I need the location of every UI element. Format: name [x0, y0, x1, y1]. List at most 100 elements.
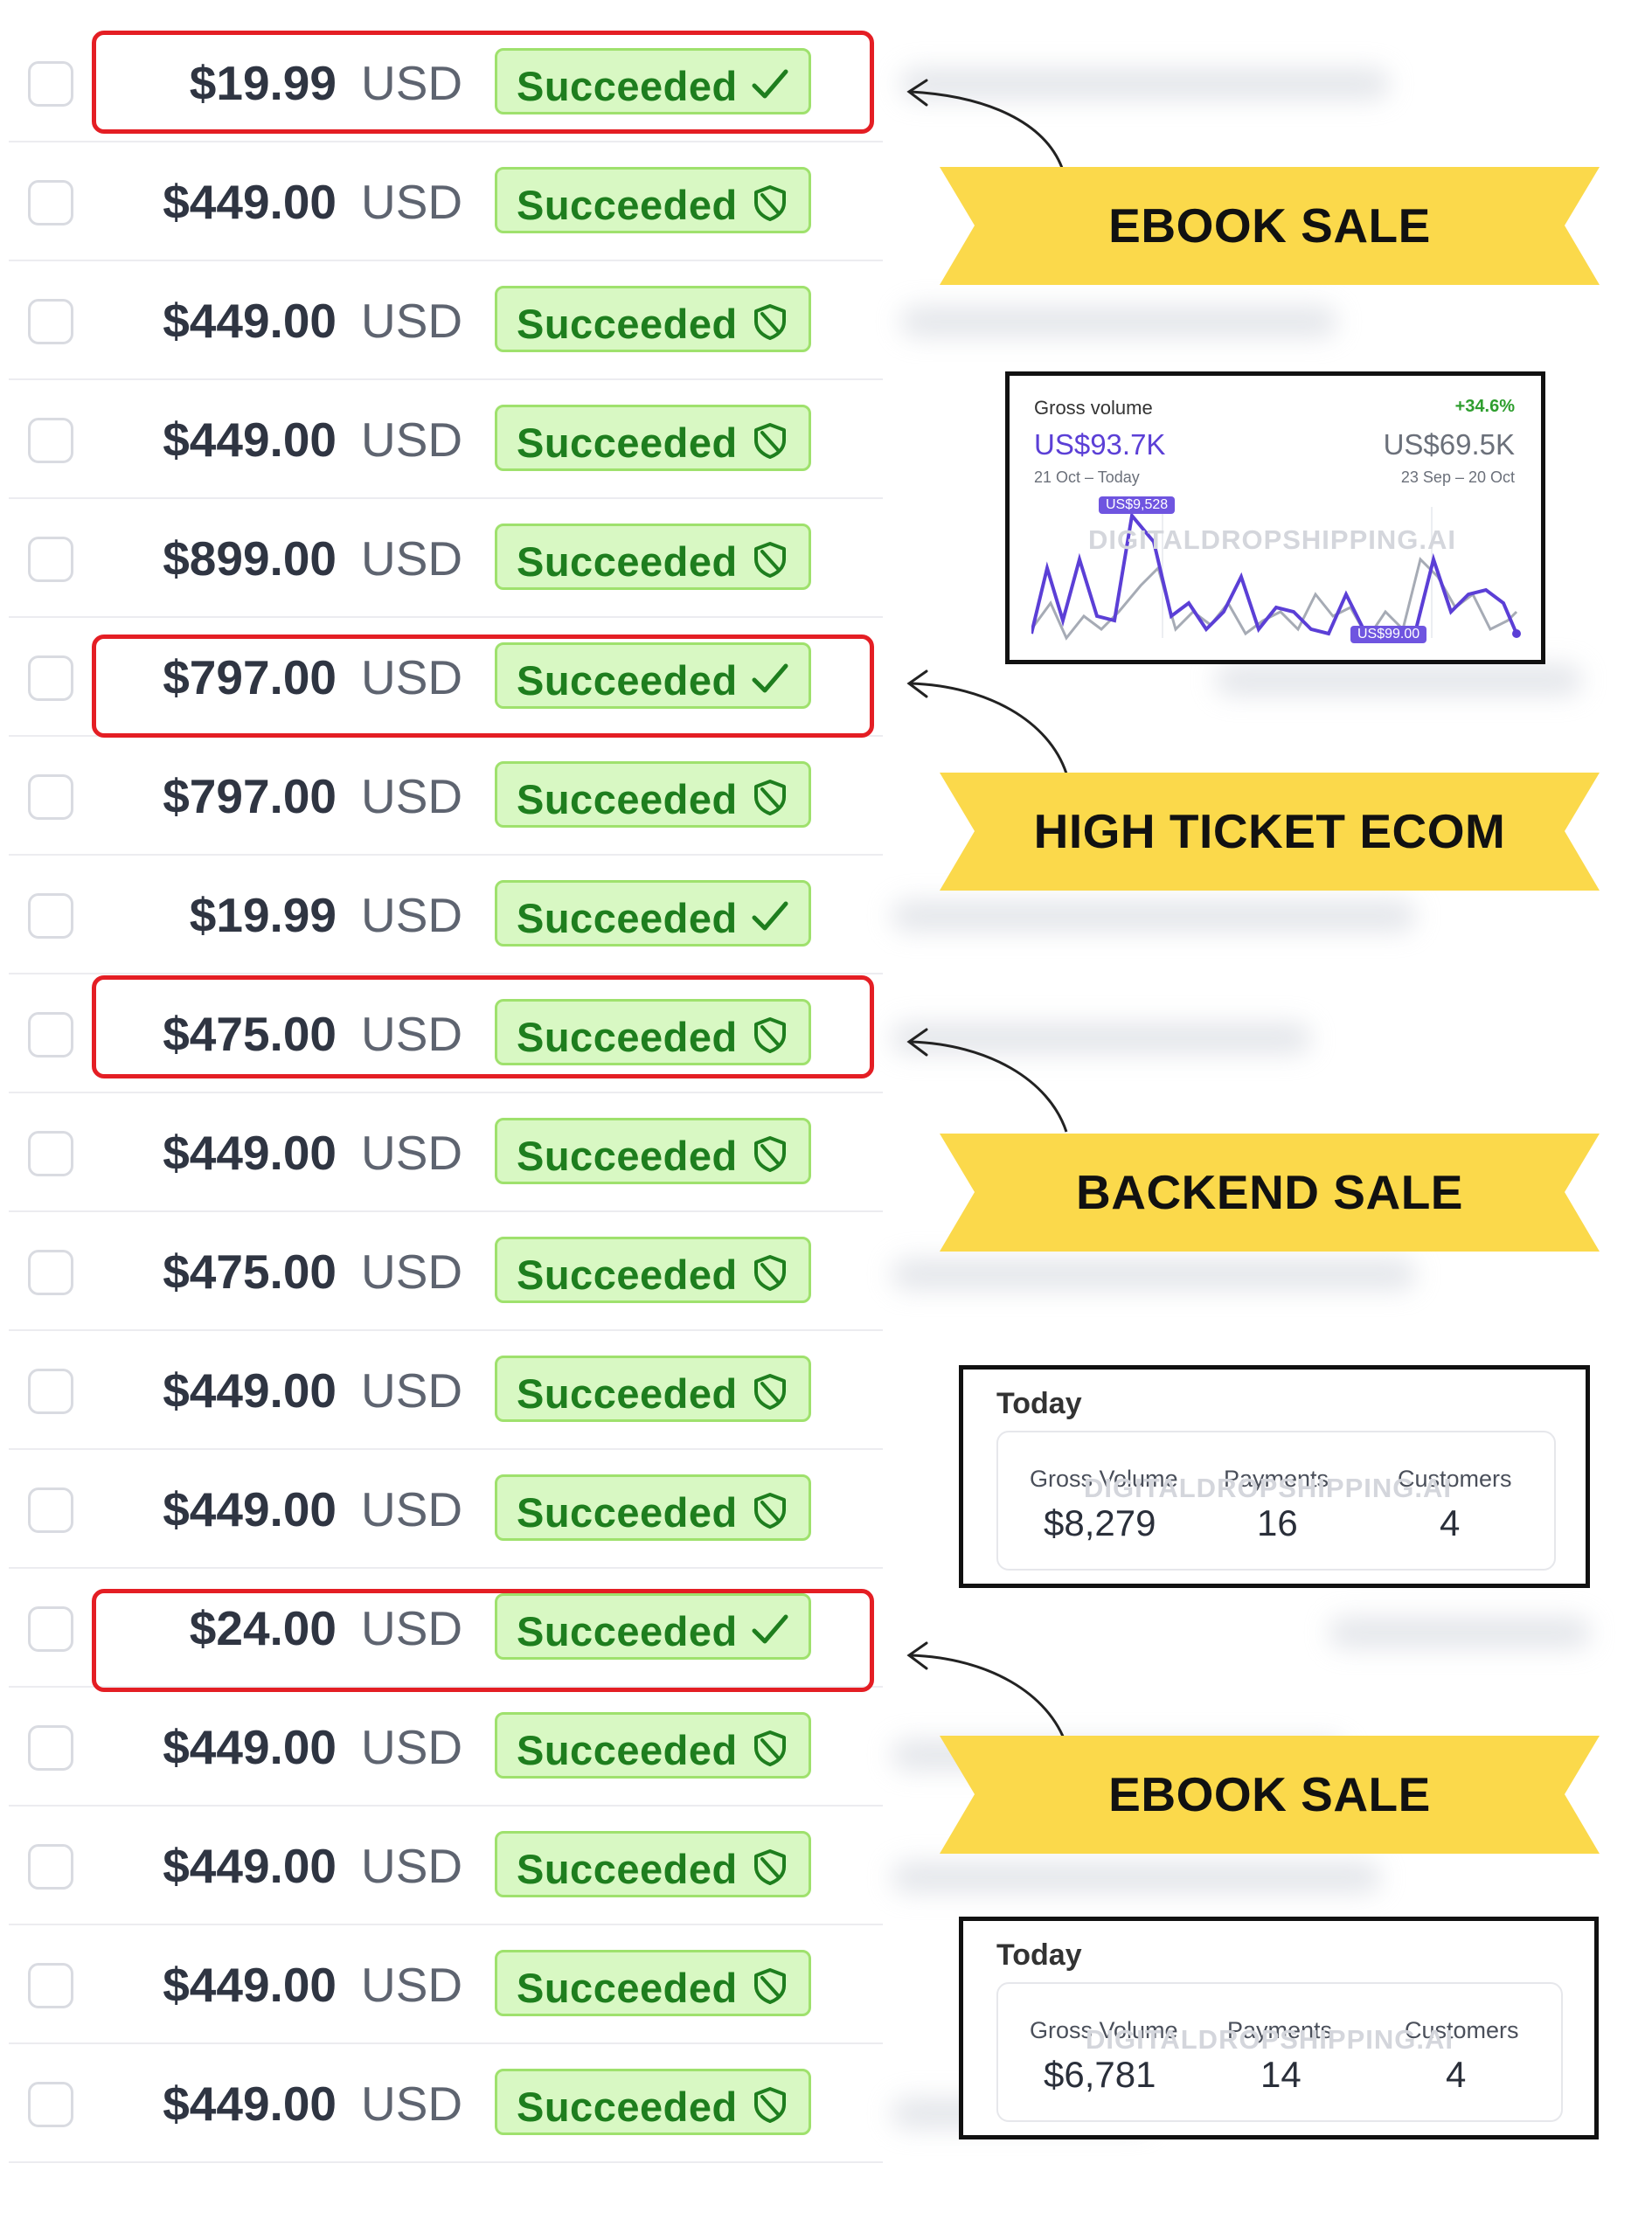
table-row[interactable]: $449.00 USD Succeeded: [9, 141, 883, 261]
table-row[interactable]: $19.99 USD Succeeded: [9, 22, 883, 142]
shield-icon: [754, 304, 786, 340]
gross-volume-card: Gross volume +34.6% US$93.7K US$69.5K 21…: [1005, 371, 1545, 664]
min-value-tag: US$99.00: [1350, 626, 1427, 643]
status-badge: Succeeded: [495, 1593, 811, 1660]
amount: $475.00: [163, 1007, 337, 1061]
row-checkbox[interactable]: [28, 1606, 73, 1652]
row-checkbox[interactable]: [28, 1844, 73, 1890]
status-badge: Succeeded: [495, 2069, 811, 2135]
status-label: Succeeded: [517, 2084, 738, 2130]
table-row[interactable]: $797.00 USD Succeeded: [9, 616, 883, 737]
change-percent: +34.6%: [1454, 397, 1515, 416]
currency: USD: [361, 1245, 463, 1299]
redacted-text: [892, 900, 1416, 932]
shield-icon: [754, 2087, 786, 2123]
row-checkbox[interactable]: [28, 418, 73, 463]
curved-arrow-icon: [906, 79, 1064, 169]
status-badge: Succeeded: [495, 642, 811, 709]
curved-arrow-icon: [906, 669, 1068, 774]
banner-label: BACKEND SALE: [1076, 1165, 1463, 1219]
row-checkbox[interactable]: [28, 299, 73, 344]
table-row[interactable]: $24.00 USD Succeeded: [9, 1567, 883, 1688]
payments-value: 14: [1260, 2054, 1301, 2095]
currency: USD: [361, 888, 463, 942]
status-badge: Succeeded: [495, 1356, 811, 1422]
row-checkbox[interactable]: [28, 180, 73, 225]
status-badge: Succeeded: [495, 761, 811, 828]
table-row[interactable]: $449.00 USD Succeeded: [9, 1092, 883, 1212]
metrics-panel: Gross Volume $6,781 Payments 14 Customer…: [996, 1982, 1563, 2122]
currency: USD: [361, 1126, 463, 1180]
table-row[interactable]: $475.00 USD Succeeded: [9, 1210, 883, 1331]
payments-value: 16: [1257, 1502, 1298, 1543]
card-title: Today: [996, 1938, 1082, 1972]
status-badge: Succeeded: [495, 999, 811, 1065]
highlight-box: [92, 1589, 874, 1692]
amount: $475.00: [163, 1245, 337, 1299]
shield-icon: [754, 1968, 786, 2004]
status-badge: Succeeded: [495, 286, 811, 352]
currency: USD: [361, 56, 463, 110]
curved-arrow-icon: [906, 1641, 1068, 1746]
currency: USD: [361, 175, 463, 229]
callout-banner: HIGH TICKET ECOM: [940, 773, 1600, 891]
row-checkbox[interactable]: [28, 61, 73, 107]
payments-table: $19.99 USD Succeeded $449.00 USD Succeed…: [9, 22, 883, 2163]
redacted-text: [1329, 1617, 1591, 1648]
table-row[interactable]: $449.00 USD Succeeded: [9, 1686, 883, 1807]
customers-value: 4: [1446, 2054, 1467, 2095]
currency: USD: [361, 1363, 463, 1418]
table-row[interactable]: $19.99 USD Succeeded: [9, 854, 883, 974]
row-checkbox[interactable]: [28, 2082, 73, 2127]
table-row[interactable]: $449.00 USD Succeeded: [9, 378, 883, 499]
status-label: Succeeded: [517, 301, 738, 347]
currency: USD: [361, 531, 463, 586]
status-badge: Succeeded: [495, 405, 811, 471]
row-checkbox[interactable]: [28, 1963, 73, 2008]
table-row[interactable]: $449.00 USD Succeeded: [9, 1329, 883, 1450]
row-checkbox[interactable]: [28, 1012, 73, 1058]
currency: USD: [361, 294, 463, 348]
shield-icon: [754, 1493, 786, 1529]
row-checkbox[interactable]: [28, 1250, 73, 1295]
table-row[interactable]: $449.00 USD Succeeded: [9, 2042, 883, 2163]
row-checkbox[interactable]: [28, 1131, 73, 1176]
highlight-box: [92, 975, 874, 1078]
table-row[interactable]: $449.00 USD Succeeded: [9, 260, 883, 380]
status-badge: Succeeded: [495, 1118, 811, 1184]
row-checkbox[interactable]: [28, 537, 73, 582]
row-checkbox[interactable]: [28, 1488, 73, 1533]
redacted-text: [892, 1862, 1381, 1893]
status-badge: Succeeded: [495, 1831, 811, 1897]
previous-series-line: [1031, 557, 1518, 641]
status-label: Succeeded: [517, 1014, 738, 1060]
table-row[interactable]: $797.00 USD Succeeded: [9, 735, 883, 856]
table-row[interactable]: $449.00 USD Succeeded: [9, 1448, 883, 1569]
highlight-box: [92, 31, 874, 134]
row-checkbox[interactable]: [28, 655, 73, 701]
amount: $449.00: [163, 2077, 337, 2131]
row-checkbox[interactable]: [28, 1369, 73, 1414]
table-row[interactable]: $899.00 USD Succeeded: [9, 497, 883, 618]
status-badge: Succeeded: [495, 1237, 811, 1303]
table-row[interactable]: $449.00 USD Succeeded: [9, 1805, 883, 1925]
table-row[interactable]: $475.00 USD Succeeded: [9, 973, 883, 1093]
row-checkbox[interactable]: [28, 893, 73, 939]
status-label: Succeeded: [517, 1727, 738, 1773]
table-row[interactable]: $449.00 USD Succeeded: [9, 1924, 883, 2044]
current-volume: US$93.7K: [1034, 428, 1166, 461]
check-icon: [752, 69, 788, 99]
watermark: DIGITALDROPSHIPPING.AI: [1088, 524, 1457, 555]
status-badge: Succeeded: [495, 1950, 811, 2016]
max-value-tag: US$9,528: [1099, 496, 1176, 514]
status-label: Succeeded: [517, 657, 738, 704]
currency: USD: [361, 1601, 463, 1655]
row-checkbox[interactable]: [28, 774, 73, 820]
previous-period: 23 Sep – 20 Oct: [1400, 468, 1515, 486]
shield-icon: [754, 423, 786, 459]
currency: USD: [361, 769, 463, 823]
callout-banner: EBOOK SALE: [940, 167, 1600, 285]
status-label: Succeeded: [517, 1608, 738, 1654]
amount: $449.00: [163, 1363, 337, 1418]
row-checkbox[interactable]: [28, 1725, 73, 1771]
